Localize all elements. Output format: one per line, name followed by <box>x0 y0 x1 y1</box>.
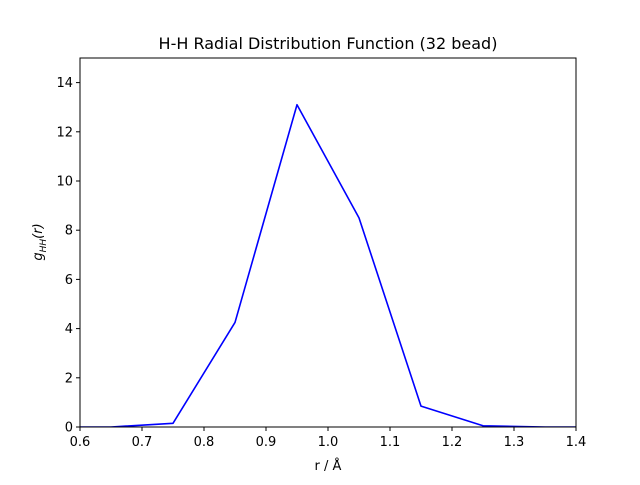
x-tick-label: 0.9 <box>256 435 277 450</box>
plot-frame <box>79 57 577 428</box>
y-label-base: g <box>31 252 46 260</box>
x-tick-label: 1.1 <box>380 435 401 450</box>
x-tick-label: 1.2 <box>442 435 463 450</box>
chart-title: H-H Radial Distribution Function (32 bea… <box>159 34 498 53</box>
x-tick-label: 0.8 <box>194 435 215 450</box>
x-tick-label: 1.3 <box>504 435 525 450</box>
x-tick-label: 0.7 <box>132 435 153 450</box>
y-tick-label: 0 <box>65 421 73 436</box>
ticks-layer: 0.6 0.7 0.8 0.9 1.0 1.1 1.2 1.3 1.4 0 2 4 6 8 10 12 14 <box>56 76 586 450</box>
y-tick-label: 8 <box>65 224 73 239</box>
y-tick-label: 10 <box>56 175 73 190</box>
y-label-subscript: HH <box>39 239 49 253</box>
y-tick-label: 4 <box>65 322 73 337</box>
x-tick-label: 0.6 <box>70 435 91 450</box>
y-axis-label: gHH(r) <box>31 223 49 260</box>
y-tick-label: 14 <box>56 76 73 91</box>
x-axis-label: r / Å <box>315 458 342 474</box>
x-tick-label: 1.4 <box>566 435 587 450</box>
y-label-suffix: (r) <box>31 223 46 239</box>
series-layer <box>80 103 576 427</box>
x-tick-label: 1.0 <box>318 435 339 450</box>
y-tick-label: 12 <box>56 125 73 140</box>
series-line <box>80 103 576 427</box>
y-tick-label: 2 <box>65 371 73 386</box>
y-tick-label: 6 <box>65 273 73 288</box>
